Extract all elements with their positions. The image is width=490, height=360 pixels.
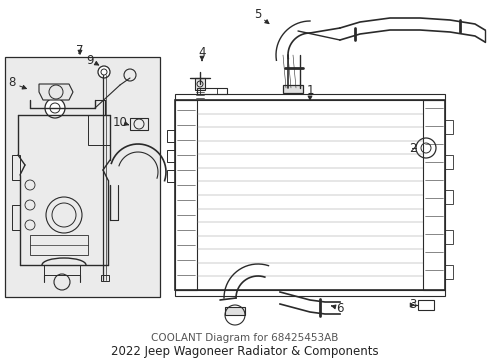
Bar (167, 150, 175, 162)
Bar (167, 130, 175, 142)
Bar (130, 118, 148, 130)
Text: 3: 3 (409, 298, 416, 311)
Bar (445, 155, 453, 169)
Text: 4: 4 (198, 45, 206, 58)
Bar (44, 265, 80, 275)
Text: 1: 1 (306, 84, 314, 96)
Bar (197, 88, 227, 94)
Bar (175, 94, 445, 100)
Bar (167, 170, 175, 182)
Bar (445, 230, 453, 244)
Bar (88, 115, 110, 145)
Bar (101, 275, 109, 281)
Circle shape (98, 66, 110, 78)
Bar (418, 300, 434, 310)
Text: 9: 9 (86, 54, 94, 67)
Text: 5: 5 (254, 9, 262, 22)
Bar (5, 57, 160, 297)
Text: 2022 Jeep Wagoneer Radiator & Components: 2022 Jeep Wagoneer Radiator & Components (111, 346, 379, 359)
Bar (283, 85, 303, 93)
Bar (12, 205, 20, 230)
Bar (445, 190, 453, 204)
Polygon shape (39, 84, 73, 100)
Bar (175, 290, 445, 296)
Bar (445, 120, 453, 134)
Text: 7: 7 (76, 44, 84, 57)
Text: 2: 2 (409, 141, 417, 154)
Text: 8: 8 (8, 77, 16, 90)
Text: 6: 6 (336, 302, 344, 315)
Bar (175, 100, 197, 290)
Bar (175, 100, 445, 290)
Bar (445, 265, 453, 279)
Bar (30, 235, 88, 255)
Text: COOLANT Diagram for 68425453AB: COOLANT Diagram for 68425453AB (151, 333, 339, 343)
Bar (225, 307, 245, 315)
Bar (423, 100, 445, 290)
Text: 10: 10 (113, 116, 127, 129)
Circle shape (45, 98, 65, 118)
Bar (12, 155, 20, 180)
Bar (195, 78, 205, 90)
